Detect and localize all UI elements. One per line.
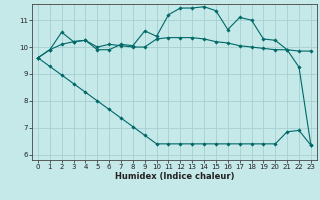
X-axis label: Humidex (Indice chaleur): Humidex (Indice chaleur) (115, 172, 234, 181)
